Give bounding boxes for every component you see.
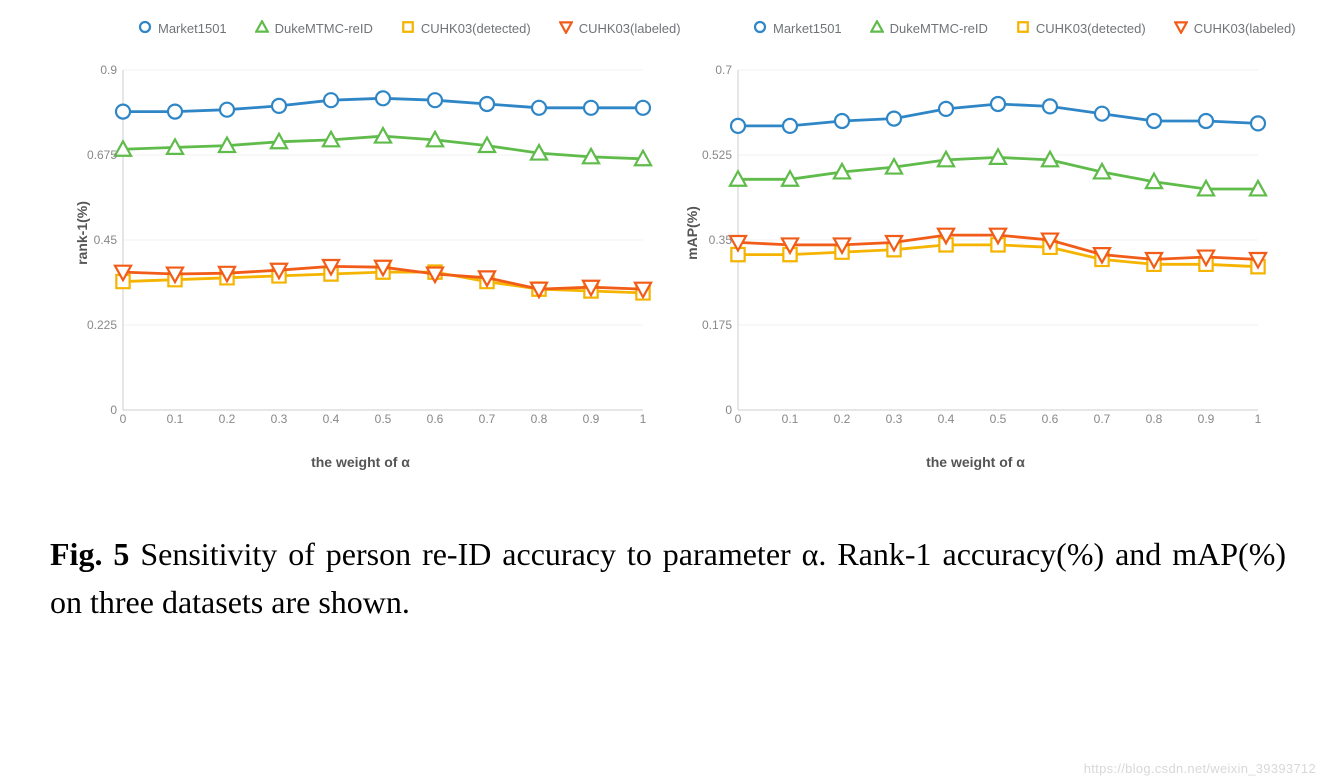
- ytick-label: 0.225: [77, 318, 117, 332]
- x-axis-label: the weight of α: [68, 454, 653, 470]
- xtick-label: 0.2: [834, 412, 851, 426]
- xtick-label: 0.6: [427, 412, 444, 426]
- marker-Market1501: [1043, 99, 1057, 113]
- xtick-label: 0.3: [886, 412, 903, 426]
- ytick-label: 0.7: [692, 63, 732, 77]
- caption-label: Fig. 5: [50, 536, 129, 572]
- x-axis-ticks: 0 0.1 0.2 0.3 0.4 0.5 0.6 0.7 0.8 0.9 1: [683, 412, 1268, 428]
- marker-Market1501: [991, 97, 1005, 111]
- x-axis-label: the weight of α: [683, 454, 1268, 470]
- ytick-label: 0.45: [77, 233, 117, 247]
- plot-area: rank-1(%) 00.2250.450.6750.9 00.10.20.30…: [68, 20, 653, 446]
- xtick-label: 0.5: [990, 412, 1007, 426]
- marker-Market1501: [584, 101, 598, 115]
- marker-Market1501: [835, 114, 849, 128]
- marker-Market1501: [168, 105, 182, 119]
- marker-Market1501: [480, 97, 494, 111]
- marker-Market1501: [532, 101, 546, 115]
- marker-Market1501: [1147, 114, 1161, 128]
- marker-Market1501: [220, 103, 234, 117]
- xtick-label: 0.2: [219, 412, 236, 426]
- marker-Market1501: [887, 112, 901, 126]
- xtick-label: 0: [735, 412, 742, 426]
- caption-text: Sensitivity of person re-ID accuracy to …: [50, 536, 1286, 620]
- marker-Market1501: [939, 102, 953, 116]
- y-axis-ticks: 00.2250.450.6750.9: [68, 20, 123, 446]
- marker-Market1501: [1095, 107, 1109, 121]
- xtick-label: 0.9: [583, 412, 600, 426]
- ytick-label: 0.525: [692, 148, 732, 162]
- marker-Market1501: [272, 99, 286, 113]
- xtick-label: 0.7: [1094, 412, 1111, 426]
- marker-Market1501: [783, 119, 797, 133]
- xtick-label: 1: [1255, 412, 1262, 426]
- xtick-label: 0.6: [1042, 412, 1059, 426]
- xtick-label: 0.9: [1198, 412, 1215, 426]
- xtick-label: 0.7: [479, 412, 496, 426]
- figure-caption: Fig. 5 Sensitivity of person re-ID accur…: [20, 530, 1316, 646]
- marker-Market1501: [324, 93, 338, 107]
- xtick-label: 0.3: [271, 412, 288, 426]
- ytick-label: 0.35: [692, 233, 732, 247]
- xtick-label: 0.8: [531, 412, 548, 426]
- marker-Market1501: [636, 101, 650, 115]
- y-axis-ticks: 00.1750.350.5250.7: [683, 20, 738, 446]
- xtick-label: 0.4: [938, 412, 955, 426]
- plot-svg: [683, 20, 1268, 446]
- plot-svg: [68, 20, 653, 446]
- marker-Market1501: [1251, 116, 1265, 130]
- plot-area: mAP(%) 00.1750.350.5250.7 00.10.20.30.40…: [683, 20, 1268, 446]
- ytick-label: 0.9: [77, 63, 117, 77]
- marker-Market1501: [1199, 114, 1213, 128]
- x-axis-ticks: 0 0.1 0.2 0.3 0.4 0.5 0.6 0.7 0.8 0.9 1: [68, 412, 653, 428]
- xtick-label: 0.5: [375, 412, 392, 426]
- xtick-label: 1: [640, 412, 647, 426]
- marker-Market1501: [428, 93, 442, 107]
- xtick-label: 0.8: [1146, 412, 1163, 426]
- xtick-label: 0.1: [782, 412, 799, 426]
- xtick-label: 0.4: [323, 412, 340, 426]
- ytick-label: 0.175: [692, 318, 732, 332]
- ytick-label: 0.675: [77, 148, 117, 162]
- chart-panel-map: Market1501 DukeMTMC-reID CUHK03(detected…: [683, 20, 1268, 470]
- watermark-text: https://blog.csdn.net/weixin_39393712: [1084, 761, 1316, 776]
- xtick-label: 0: [120, 412, 127, 426]
- marker-Market1501: [376, 91, 390, 105]
- chart-panel-rank1: Market1501 DukeMTMC-reID CUHK03(detected…: [68, 20, 653, 470]
- xtick-label: 0.1: [167, 412, 184, 426]
- chart-panels: Market1501 DukeMTMC-reID CUHK03(detected…: [20, 20, 1316, 470]
